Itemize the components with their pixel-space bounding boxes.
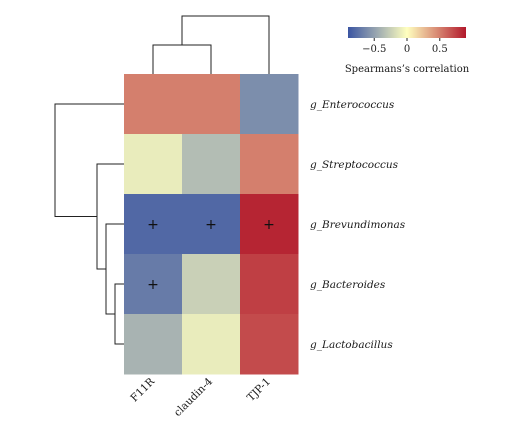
colorbar (348, 27, 466, 38)
significance-mark: + (147, 217, 159, 233)
heatmap-cell (124, 74, 183, 135)
dendrogram-branch (96, 163, 124, 270)
row-label: g_Lactobacillus (310, 339, 393, 351)
significance-mark: + (205, 217, 217, 233)
row-label: g_Streptococcus (310, 159, 399, 171)
heatmap-cell (182, 134, 241, 195)
heatmap-cell (124, 134, 183, 195)
dendrogram-branch (181, 15, 270, 74)
row-label: g_Enterococcus (310, 99, 395, 111)
column-dendrogram (152, 15, 270, 74)
heatmap-cell (124, 254, 183, 315)
row-label: g_Bacteroides (310, 279, 386, 291)
heatmap-cell (182, 254, 241, 315)
significance-mark: + (263, 217, 275, 233)
significance-mark: + (147, 277, 159, 293)
colorbar-tick-label: 0 (404, 44, 410, 55)
heatmap-cell (182, 314, 241, 375)
colorbar-title: Spearmans’s correlation (345, 64, 470, 75)
heatmap-cell (240, 314, 299, 375)
heatmap-cell (240, 254, 299, 315)
heatmap-cell (240, 74, 299, 135)
dendrogram-branch (54, 103, 124, 217)
column-labels: F11R claudin-4 TJP-1 (128, 375, 273, 419)
colorbar-tick-label: 0.5 (432, 44, 448, 55)
heatmap-cell (182, 194, 241, 255)
dendrogram-branch (152, 44, 212, 74)
heatmap-cell (240, 194, 299, 255)
row-labels: g_Enterococcus g_Streptococcus g_Brevundim… (310, 99, 406, 351)
colorbar-ticks: −0.5 0 0.5 (362, 38, 448, 55)
column-label: claudin-4 (172, 375, 216, 419)
significance-marks: + + + + (147, 217, 275, 293)
row-dendrogram (54, 103, 124, 345)
heatmap-cell (182, 74, 241, 135)
colorbar-tick-label: −0.5 (362, 44, 386, 55)
heatmap-cell (124, 314, 183, 375)
column-label: F11R (128, 375, 157, 404)
heatmap-cell (124, 194, 183, 255)
dendrogram-branch (114, 283, 124, 345)
column-label: TJP-1 (245, 376, 273, 404)
row-label: g_Brevundimonas (310, 219, 406, 231)
heatmap-cell (240, 134, 299, 195)
colorbar-legend: −0.5 0 0.5 Spearmans’s correlation (345, 27, 470, 75)
heatmap-cells (124, 74, 299, 375)
